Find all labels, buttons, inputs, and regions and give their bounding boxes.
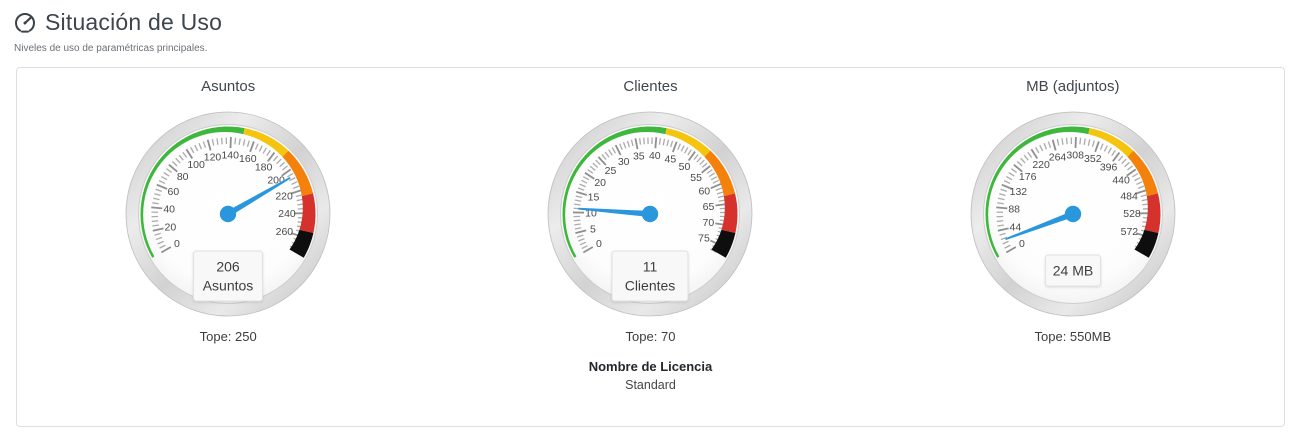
speedometer-icon bbox=[15, 12, 35, 33]
svg-text:55: 55 bbox=[691, 172, 703, 184]
svg-text:352: 352 bbox=[1084, 153, 1102, 165]
svg-text:65: 65 bbox=[703, 201, 715, 213]
svg-text:0: 0 bbox=[596, 238, 602, 250]
gauge-needle-hub bbox=[219, 205, 237, 223]
svg-text:180: 180 bbox=[255, 162, 273, 174]
page-header: Situación de Uso Niveles de uso de param… bbox=[0, 0, 1300, 54]
svg-text:0: 0 bbox=[174, 238, 180, 250]
tope-label-asuntos: Tope: 250 bbox=[199, 329, 257, 344]
svg-text:528: 528 bbox=[1123, 208, 1141, 220]
svg-text:440: 440 bbox=[1112, 174, 1130, 186]
gauge-needle bbox=[578, 207, 657, 218]
gauge-needle bbox=[221, 176, 291, 220]
svg-text:264: 264 bbox=[1049, 152, 1067, 164]
gauge-title-asuntos: Asuntos bbox=[201, 78, 256, 95]
gauge-needle-hub bbox=[642, 205, 659, 223]
gauge-needle bbox=[1005, 208, 1080, 241]
gauge-title-clientes: Clientes bbox=[623, 78, 678, 95]
gauges-row: Asuntos 0 20 40 60 80 100 120 140 160 180 200 220 24… bbox=[17, 76, 1284, 344]
svg-text:15: 15 bbox=[588, 192, 600, 204]
page-subtitle: Niveles de uso de paramétricas principal… bbox=[14, 43, 208, 54]
gauge-ticks bbox=[996, 137, 1150, 254]
svg-text:45: 45 bbox=[665, 153, 677, 165]
gauge-value-text: 11 bbox=[643, 259, 658, 275]
license-value: Standard bbox=[625, 378, 676, 392]
svg-text:176: 176 bbox=[1019, 171, 1037, 183]
svg-text:60: 60 bbox=[168, 186, 180, 198]
svg-text:484: 484 bbox=[1120, 190, 1138, 202]
license-label: Nombre de Licencia bbox=[588, 359, 713, 374]
gauge-column-mb-adjuntos: MB (adjuntos) 0 44 88 132 176 220 264 308 352 396… bbox=[862, 76, 1284, 344]
gauge-value-text: Clientes bbox=[625, 278, 676, 294]
page-title: Situación de Uso bbox=[45, 9, 223, 35]
gauge-title-mb-adjuntos: MB (adjuntos) bbox=[1026, 78, 1120, 95]
gauge-value-text: 24 MB bbox=[1053, 263, 1093, 279]
svg-text:120: 120 bbox=[204, 152, 222, 164]
svg-text:44: 44 bbox=[1009, 221, 1021, 233]
svg-text:50: 50 bbox=[679, 161, 691, 173]
svg-text:35: 35 bbox=[633, 151, 645, 163]
svg-text:132: 132 bbox=[1009, 186, 1027, 198]
svg-text:100: 100 bbox=[187, 159, 205, 171]
svg-text:40: 40 bbox=[649, 150, 661, 162]
svg-text:30: 30 bbox=[618, 156, 630, 168]
tope-label-clientes: Tope: 70 bbox=[625, 329, 676, 344]
svg-text:308: 308 bbox=[1066, 150, 1084, 162]
svg-text:20: 20 bbox=[165, 221, 177, 233]
gauge-value-text: 206 bbox=[216, 259, 240, 275]
gauge-value-box bbox=[1044, 254, 1101, 287]
gauge-ticks bbox=[151, 137, 306, 254]
svg-text:88: 88 bbox=[1008, 204, 1020, 216]
svg-text:220: 220 bbox=[275, 190, 293, 202]
svg-text:5: 5 bbox=[590, 223, 596, 235]
svg-text:160: 160 bbox=[239, 153, 257, 165]
svg-text:396: 396 bbox=[1100, 162, 1118, 174]
license-info: Nombre de Licencia Standard bbox=[17, 359, 1284, 392]
gauge-needle-hub bbox=[1064, 205, 1082, 223]
svg-text:40: 40 bbox=[164, 204, 176, 216]
gauge-color-bands bbox=[562, 126, 738, 258]
svg-text:75: 75 bbox=[699, 232, 711, 244]
tope-label-mb-adjuntos: Tope: 550MB bbox=[1034, 329, 1112, 344]
gauge-color-bands bbox=[985, 126, 1161, 258]
svg-text:0: 0 bbox=[1019, 238, 1025, 250]
gauge-value-box bbox=[611, 250, 689, 302]
svg-text:80: 80 bbox=[177, 171, 189, 183]
svg-text:260: 260 bbox=[276, 226, 294, 238]
usage-panel: Asuntos 0 20 40 60 80 100 120 140 160 180 200 220 24… bbox=[16, 67, 1285, 427]
gauge-value-text: Asuntos bbox=[203, 278, 254, 294]
svg-text:240: 240 bbox=[278, 208, 296, 220]
svg-text:25: 25 bbox=[605, 165, 617, 177]
gauge-color-bands bbox=[140, 126, 316, 258]
svg-text:20: 20 bbox=[595, 177, 607, 189]
gauge-asuntos: 0 20 40 60 80 100 120 140 160 180 200 220 240 260 206 A… bbox=[124, 110, 332, 318]
gauge-column-clientes: Clientes 0 5 10 15 20 25 30 35 40 45 50 55 60 65 70 75 1… bbox=[439, 76, 861, 344]
svg-text:60: 60 bbox=[699, 186, 711, 198]
svg-text:140: 140 bbox=[222, 150, 240, 162]
svg-text:70: 70 bbox=[703, 217, 715, 229]
gauge-mb-adjuntos: 0 44 88 132 176 220 264 308 352 396 440 484 528 572 24… bbox=[969, 110, 1177, 318]
svg-text:572: 572 bbox=[1120, 226, 1138, 238]
gauge-column-asuntos: Asuntos 0 20 40 60 80 100 120 140 160 180 200 220 24… bbox=[17, 76, 439, 344]
gauge-clientes: 0 5 10 15 20 25 30 35 40 45 50 55 60 65 70 75 11 Clientes bbox=[546, 110, 754, 318]
svg-text:10: 10 bbox=[586, 207, 598, 219]
svg-text:220: 220 bbox=[1032, 159, 1050, 171]
gauge-value-box bbox=[193, 250, 264, 302]
